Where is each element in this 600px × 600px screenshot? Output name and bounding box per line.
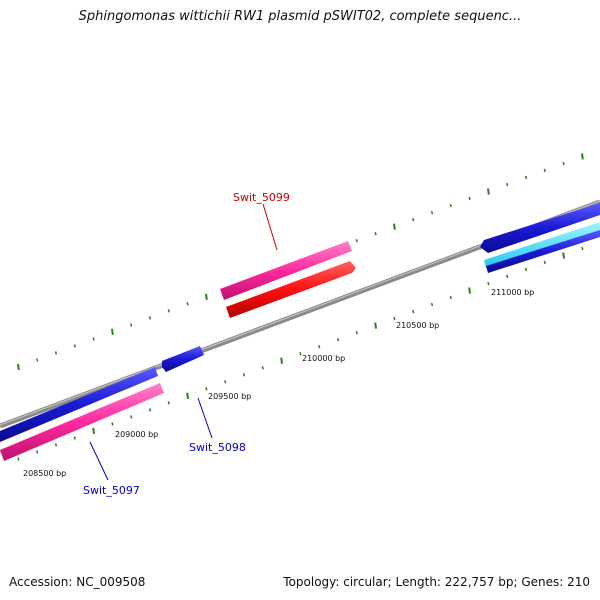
minor-tick <box>54 351 58 355</box>
minor-tick <box>318 345 321 349</box>
lower-tick-row <box>17 246 584 461</box>
minor-tick <box>506 182 509 187</box>
minor-tick <box>543 168 546 173</box>
major-tick <box>92 427 95 435</box>
minor-tick <box>430 302 434 307</box>
major-tick <box>111 328 114 336</box>
minor-tick <box>524 175 528 180</box>
gene-blue-small[interactable] <box>162 346 204 372</box>
scale-label-211000: 211000 bp <box>491 288 534 297</box>
major-tick <box>393 223 396 230</box>
minor-tick <box>581 246 584 251</box>
label-swit-5097[interactable]: Swit_5097 <box>83 484 140 497</box>
minor-tick <box>186 302 189 306</box>
map-title: Sphingomonas wittichii RW1 plasmid pSWIT… <box>78 9 522 24</box>
leader-swit-5099 <box>262 203 278 251</box>
minor-tick <box>562 161 565 166</box>
major-tick <box>487 188 490 195</box>
minor-tick <box>73 344 76 348</box>
minor-tick <box>336 337 340 342</box>
gene-cyan[interactable] <box>484 222 600 268</box>
gene-swit-5099[interactable] <box>220 241 352 300</box>
minor-tick <box>36 450 39 454</box>
leader-swit-5098 <box>197 397 213 439</box>
gene-red[interactable] <box>226 261 356 318</box>
minor-tick <box>506 274 509 279</box>
minor-tick <box>355 330 358 335</box>
gene-swit-5097[interactable] <box>0 383 164 461</box>
label-swit-5098[interactable]: Swit_5098 <box>189 441 246 454</box>
minor-tick <box>487 281 490 286</box>
gene-blue-right[interactable] <box>480 203 600 253</box>
minor-tick <box>224 380 227 384</box>
major-tick <box>17 363 20 371</box>
minor-tick <box>393 316 396 321</box>
major-tick <box>205 293 208 300</box>
minor-tick <box>261 366 264 370</box>
minor-tick <box>130 323 133 327</box>
minor-tick <box>299 352 302 356</box>
minor-tick <box>148 408 152 412</box>
major-tick <box>186 392 189 399</box>
minor-tick <box>17 457 20 461</box>
minor-tick <box>449 203 452 208</box>
minor-tick <box>355 238 358 243</box>
scale-label-209500: 209500 bp <box>208 392 251 401</box>
minor-tick <box>524 267 528 272</box>
minor-tick <box>148 316 152 320</box>
gene-blue-lower-right[interactable] <box>486 230 600 273</box>
minor-tick <box>73 436 76 440</box>
major-tick <box>562 252 565 259</box>
minor-tick <box>92 337 95 341</box>
major-tick <box>280 357 283 364</box>
scale-label-209000: 209000 bp <box>115 430 158 439</box>
minor-tick <box>449 295 452 300</box>
scale-label-208500: 208500 bp <box>23 469 66 478</box>
scale-label-210500: 210500 bp <box>396 321 439 330</box>
accession-text: Accession: NC_009508 <box>9 575 146 589</box>
minor-tick <box>374 231 377 236</box>
label-swit-5099[interactable]: Swit_5099 <box>233 191 290 204</box>
minor-tick <box>543 260 546 265</box>
minor-tick <box>468 196 471 201</box>
minor-tick <box>111 422 114 426</box>
minor-tick <box>242 373 246 377</box>
minor-tick <box>430 210 434 215</box>
minor-tick <box>412 309 415 314</box>
major-tick <box>468 287 471 294</box>
minor-tick <box>130 415 133 419</box>
major-tick <box>581 153 584 160</box>
minor-tick <box>54 443 58 447</box>
minor-tick <box>167 309 170 313</box>
minor-tick <box>167 401 170 405</box>
scale-label-210000: 210000 bp <box>302 354 345 363</box>
minor-tick <box>205 387 208 391</box>
minor-tick <box>36 358 39 362</box>
leader-swit-5097 <box>89 441 109 481</box>
major-tick <box>374 322 377 329</box>
minor-tick <box>412 217 415 222</box>
topology-stats: Topology: circular; Length: 222,757 bp; … <box>283 575 590 589</box>
gene-blue-left[interactable] <box>0 367 158 442</box>
